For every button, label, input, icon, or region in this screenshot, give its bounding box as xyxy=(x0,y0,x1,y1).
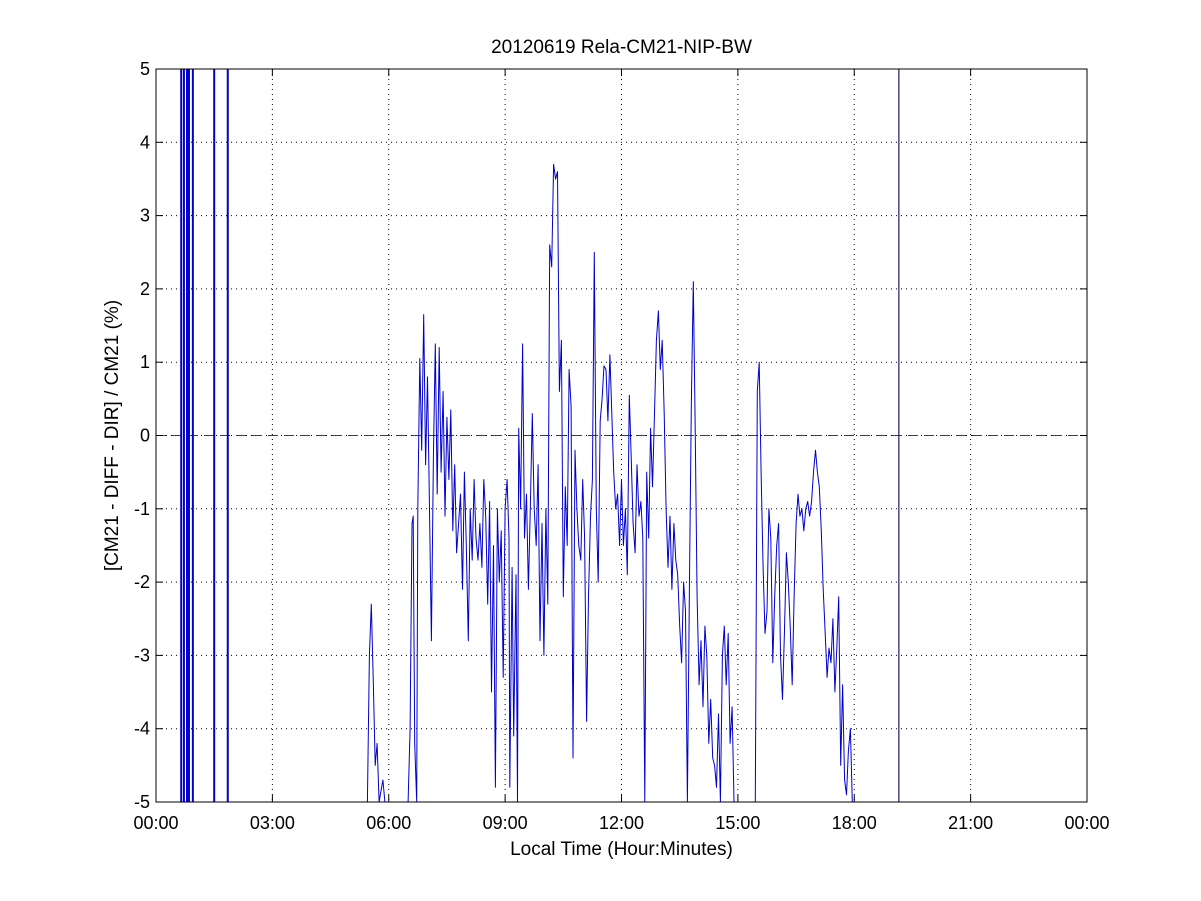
y-tick-label: -5 xyxy=(134,792,150,812)
x-tick-label: 03:00 xyxy=(250,813,295,833)
y-tick-label: 1 xyxy=(140,352,150,372)
x-tick-label: 09:00 xyxy=(483,813,528,833)
x-tick-label: 12:00 xyxy=(599,813,644,833)
x-tick-label: 00:00 xyxy=(1064,813,1109,833)
grid xyxy=(156,69,1087,802)
chart-title: 20120619 Rela-CM21-NIP-BW xyxy=(491,37,752,58)
y-tick-label: 2 xyxy=(140,279,150,299)
y-tick-label: 0 xyxy=(140,426,150,446)
y-tick-label: -2 xyxy=(134,572,150,592)
x-tick-label: 15:00 xyxy=(715,813,760,833)
series-line-0 xyxy=(366,163,853,803)
y-tick-label: -1 xyxy=(134,499,150,519)
y-tick-label: 3 xyxy=(140,206,150,226)
y-tick-label: 4 xyxy=(140,132,150,152)
plot-area xyxy=(156,69,1087,803)
y-tick-label: 5 xyxy=(140,59,150,79)
x-axis-title: Local Time (Hour:Minutes) xyxy=(510,839,733,860)
y-tick-label: -4 xyxy=(134,719,150,739)
x-tick-label: 06:00 xyxy=(366,813,411,833)
x-tick-label: 18:00 xyxy=(832,813,877,833)
x-tick-label: 00:00 xyxy=(133,813,178,833)
y-axis-title: [CM21 - DIFF - DIR] / CM21 (%) xyxy=(102,300,123,571)
y-tick-label: -3 xyxy=(134,645,150,665)
ticks: 00:00 03:00 06:00 09:00 12:00 15:00 18:00 21:00… xyxy=(133,59,1109,833)
x-tick-label: 21:00 xyxy=(948,813,993,833)
